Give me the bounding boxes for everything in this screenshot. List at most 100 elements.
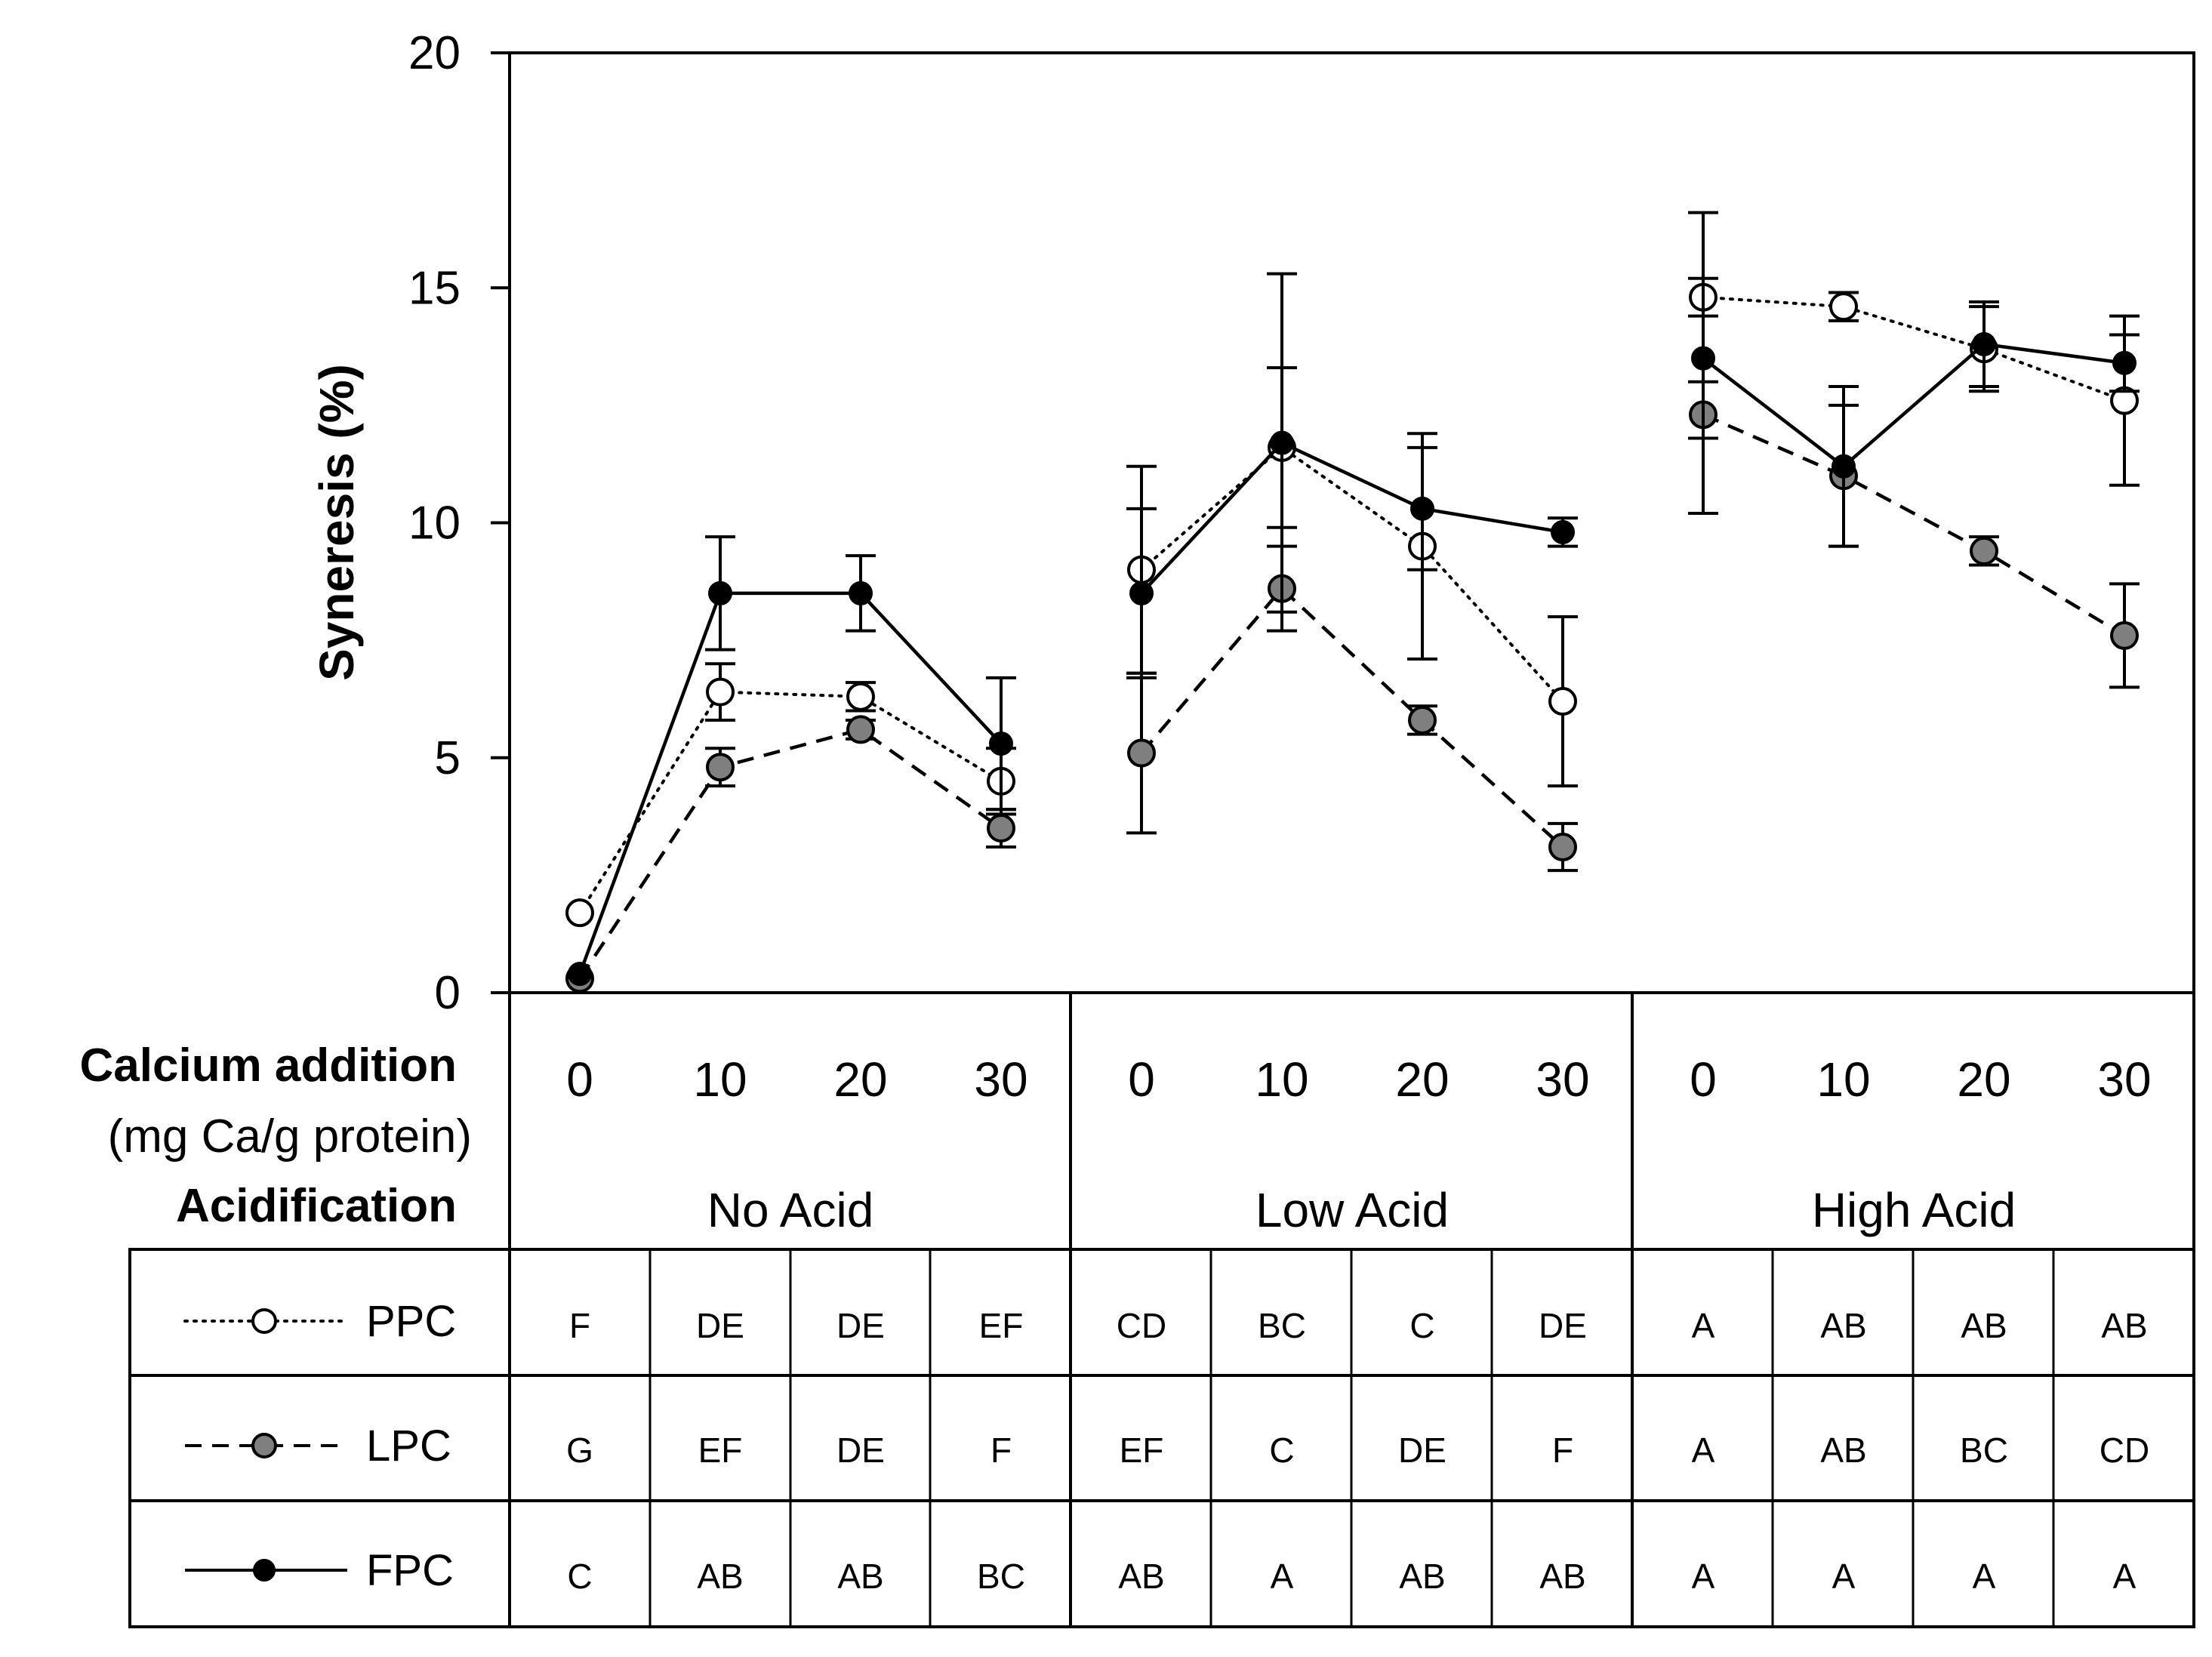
calcium-unit: (mg Ca/g protein) [108, 1110, 472, 1163]
calcium-level-label: 20 [1957, 1052, 2010, 1107]
significance-letter: F [569, 1306, 590, 1345]
y-tick-label: 20 [408, 27, 461, 79]
calcium-level-label: 0 [566, 1052, 593, 1107]
data-point [1548, 687, 1577, 716]
significance-letter: BC [977, 1557, 1025, 1596]
significance-letter: BC [1960, 1431, 2008, 1470]
acid-group-label: Low Acid [1255, 1183, 1449, 1237]
data-point [987, 814, 1015, 843]
calcium-level-label: 0 [1690, 1052, 1717, 1107]
acid-group-label: High Acid [1812, 1183, 2016, 1237]
series-line [1140, 440, 1563, 595]
legend-item-ppc: PPC [183, 1297, 456, 1346]
significance-letter: AB [1820, 1306, 1866, 1345]
data-point [989, 731, 1013, 756]
calcium-level-label: 30 [2097, 1052, 2151, 1107]
significance-letter: A [2113, 1557, 2137, 1596]
y-axis-label: Syneresis (%) [310, 364, 364, 681]
data-point [706, 753, 735, 782]
significance-letter: C [1409, 1306, 1434, 1345]
series-ppc [565, 211, 2140, 928]
legend-label: PPC [366, 1297, 456, 1346]
series-lpc [565, 314, 2140, 993]
data-point [1548, 833, 1577, 862]
data-point [1127, 738, 1156, 768]
calcium-level-label: 30 [974, 1052, 1027, 1107]
calcium-level-label: 30 [1536, 1052, 1589, 1107]
significance-letter: A [1692, 1306, 1715, 1345]
significance-letter: AB [1539, 1557, 1585, 1596]
calcium-level-label: 10 [1255, 1052, 1308, 1107]
calcium-level-label: 20 [833, 1052, 887, 1107]
category-band [508, 993, 2195, 1249]
y-tick-label: 10 [408, 497, 461, 550]
data-point [1551, 519, 1575, 544]
significance-letter: A [1271, 1557, 1294, 1596]
data-point [2110, 621, 2139, 650]
data-point [708, 581, 732, 605]
significance-letter: DE [696, 1306, 744, 1345]
significance-letter: A [1973, 1557, 1996, 1596]
series-line [1140, 586, 1564, 849]
series-line [1702, 413, 2126, 637]
acidification-title: Acidification [176, 1180, 457, 1232]
data-point [846, 682, 875, 711]
significance-letter: BC [1258, 1306, 1306, 1345]
significance-letter: CD [1117, 1306, 1166, 1345]
significance-letter: AB [837, 1557, 883, 1596]
significance-letter: G [566, 1431, 593, 1470]
legend-marker [253, 1559, 276, 1582]
series-line [578, 591, 1003, 975]
data-point [1129, 581, 1154, 605]
significance-letter: AB [1399, 1557, 1445, 1596]
data-point [846, 715, 875, 744]
significance-letter: DE [836, 1431, 885, 1470]
data-point [706, 677, 735, 707]
legend-item-lpc: LPC [185, 1421, 451, 1471]
significance-letter: EF [1120, 1431, 1164, 1470]
calcium-level-label: 10 [1816, 1052, 1870, 1107]
plot-frame [508, 51, 2195, 994]
significance-letter: AB [697, 1557, 743, 1596]
acid-group-label: No Acid [707, 1183, 874, 1237]
calcium-title: Calcium addition [80, 1039, 457, 1092]
series-line [1140, 445, 1564, 704]
series-fpc [568, 272, 2140, 987]
significance-letter: EF [979, 1306, 1024, 1345]
data-point [1410, 496, 1434, 521]
calcium-level-label: 0 [1128, 1052, 1155, 1107]
data-point [2112, 350, 2137, 375]
data-point [568, 962, 592, 987]
data-point [1408, 705, 1437, 735]
y-axis: 0 5 10 15 20 [408, 27, 510, 1019]
calcium-level-label: 20 [1395, 1052, 1449, 1107]
significance-letter: CD [2100, 1431, 2149, 1470]
categories-layer: 0 10 20 30 No Acid 0 10 20 30 Low Acid 0 10 20 30 High… [566, 1052, 2151, 1237]
series-line [578, 727, 1003, 980]
data-point [1270, 430, 1294, 455]
letters-layer: F DE DE EF CD BC C DE A AB AB AB G EF DE F EF C DE F A AB BC CD… [566, 1306, 2149, 1596]
series-line [1702, 342, 2125, 469]
significance-letter: F [1552, 1431, 1573, 1470]
data-point [1970, 536, 1998, 565]
legend-label: FPC [366, 1546, 454, 1595]
significance-letter: AB [1961, 1306, 2007, 1345]
data-point [1829, 292, 1858, 322]
significance-letter: DE [1539, 1306, 1587, 1345]
significance-letter: F [990, 1431, 1012, 1470]
data-point [1832, 454, 1856, 479]
series-line [1702, 295, 2126, 402]
significance-letter: A [1832, 1557, 1856, 1596]
legend-marker [251, 1433, 277, 1458]
significance-letter: AB [1820, 1431, 1866, 1470]
y-tick-label: 0 [435, 967, 461, 1019]
legend-marker [251, 1308, 277, 1334]
significance-letter: EF [698, 1431, 743, 1470]
significance-letter: DE [1398, 1431, 1446, 1470]
data-point [1691, 346, 1715, 371]
data-point [849, 581, 873, 605]
significance-letter: AB [2101, 1306, 2147, 1345]
significance-letter: AB [1118, 1557, 1164, 1596]
significance-letter: C [1269, 1431, 1294, 1470]
